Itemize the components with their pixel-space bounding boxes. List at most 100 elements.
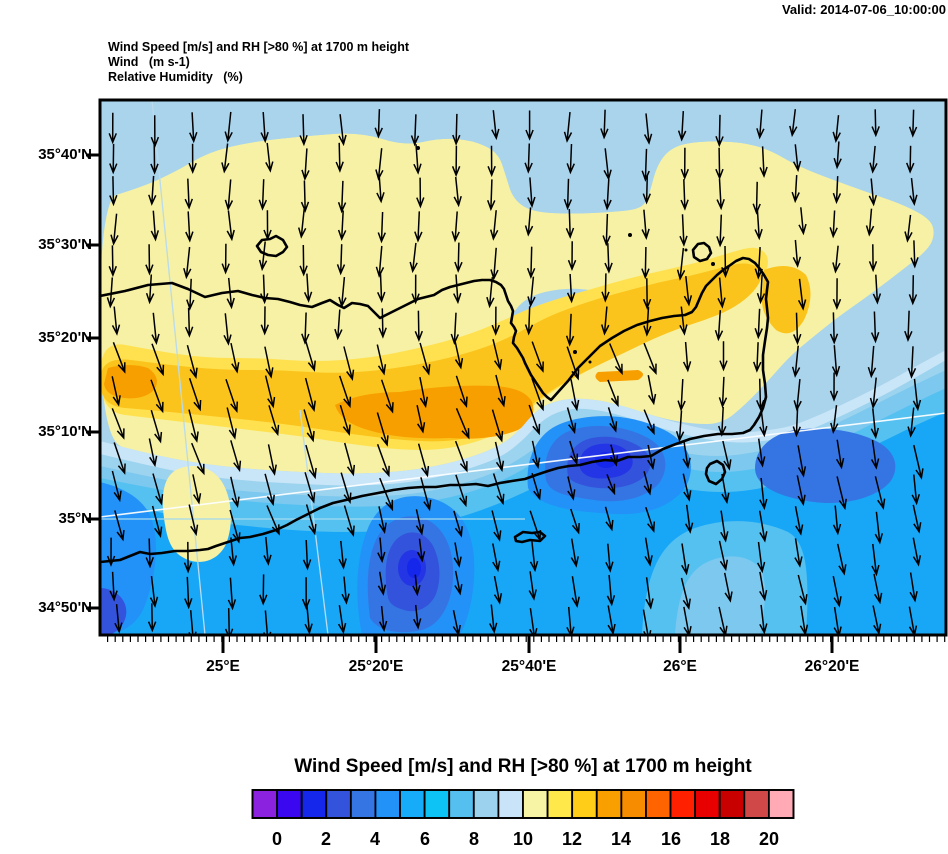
wind-arrow: [376, 443, 390, 478]
colorbar-label-10: 10: [512, 829, 534, 849]
wind-arrow: [752, 181, 761, 215]
wind-arrow: [868, 244, 878, 273]
wind-arrow: [221, 243, 230, 275]
islet-dot: [711, 262, 715, 266]
wind-arrow: [870, 311, 880, 344]
wind-arrow: [720, 510, 729, 543]
wind-arrow: [114, 604, 123, 634]
colorbar-label-12: 12: [561, 829, 583, 849]
wind-arrow: [677, 379, 686, 412]
y-tick-label-35-20N: 35°20'N: [38, 329, 92, 346]
wind-arrow: [529, 608, 538, 635]
wind-arrow: [111, 376, 121, 407]
wind-arrow: [717, 406, 727, 437]
wind-arrow: [226, 277, 235, 310]
wind-arrow: [106, 277, 116, 309]
wind-arrow: [909, 178, 918, 207]
wind-arrow: [644, 537, 653, 567]
wind-arrow: [647, 375, 657, 406]
wind-arrow: [867, 345, 877, 379]
wind-arrow: [260, 306, 269, 336]
wind-arrow: [455, 375, 468, 409]
wind-arrow: [719, 341, 728, 372]
wind-arrow: [604, 243, 613, 274]
wind-arrow: [606, 574, 616, 607]
wind-arrow: [489, 604, 498, 634]
wind-arrow: [303, 273, 313, 303]
wind-arrow: [188, 504, 199, 537]
map-title-line3: Relative Humidity (%): [108, 70, 243, 84]
wind-arrow: [716, 178, 725, 211]
wind-arrow: [605, 543, 614, 573]
wind-arrow: [491, 110, 500, 141]
wind-arrow: [340, 472, 352, 505]
wind-arrow: [152, 473, 164, 506]
map-title-line2: Wind (m s-1): [108, 55, 190, 69]
wind-arrow: [831, 345, 841, 378]
wind-arrow: [870, 408, 880, 440]
wind-arrow: [494, 441, 505, 473]
wind-arrow: [529, 510, 542, 542]
wind-arrow: [223, 313, 232, 346]
wind-arrow: [832, 176, 842, 205]
wind-arrow: [909, 572, 918, 603]
wind-arrow: [183, 246, 192, 280]
wind-arrow: [228, 537, 238, 567]
wind-arrow: [714, 310, 724, 342]
wind-arrow: [870, 439, 880, 470]
wind-arrow: [603, 148, 612, 181]
wind-arrow: [872, 605, 882, 635]
wind-arrow: [868, 178, 878, 207]
colorbar-cell: [743, 789, 770, 819]
wind-arrow: [150, 210, 160, 242]
wind-arrow: [679, 306, 688, 336]
wind-arrow: [338, 540, 347, 570]
wind-arrow: [188, 377, 202, 412]
wind-arrow: [829, 372, 839, 402]
x-tick-label-25-20E: 25°20'E: [348, 658, 404, 675]
map-area: [86, 98, 948, 653]
wind-arrow: [106, 537, 116, 567]
x-tick-label-25E: 25°E: [206, 658, 240, 675]
colorbar-label-0: 0: [271, 829, 282, 849]
valid-time-label: Valid: 2014-07-06_10:00:00: [781, 2, 946, 17]
wind-arrow: [453, 510, 463, 538]
wind-arrow: [908, 275, 918, 306]
wind-arrow: [610, 444, 619, 467]
wind-arrow: [907, 407, 916, 438]
wind-arrow: [791, 175, 800, 204]
wind-arrow: [602, 213, 611, 247]
wind-arrow: [717, 277, 726, 309]
wind-arrow: [414, 310, 424, 343]
wind-arrow: [111, 306, 121, 336]
wind-arrow: [833, 141, 842, 170]
wind-arrow: [600, 109, 609, 140]
wind-arrow: [414, 211, 423, 243]
wind-arrow: [759, 604, 768, 635]
wind-arrow: [754, 247, 763, 280]
wind-arrow: [684, 504, 694, 534]
wind-arrow: [531, 472, 542, 501]
wind-arrow: [486, 277, 495, 309]
wind-arrow: [191, 442, 205, 476]
wind-arrow: [304, 377, 316, 413]
wind-arrow: [416, 177, 425, 209]
wind-arrow: [259, 574, 268, 606]
colorbar-cell: [276, 789, 303, 819]
colorbar-label-20: 20: [758, 829, 780, 849]
wind-arrow: [912, 537, 922, 567]
wind-arrow: [379, 477, 394, 512]
wind-arrow: [413, 604, 422, 630]
wind-arrow: [420, 477, 432, 512]
wind-arrow: [335, 142, 344, 173]
wind-arrow: [263, 536, 272, 566]
y-tick-label-35-40N: 35°40'N: [38, 146, 92, 163]
wind-arrow: [832, 115, 841, 143]
wind-arrow: [911, 474, 921, 506]
wind-arrow: [721, 245, 730, 279]
wind-arrow: [797, 574, 808, 606]
wind-arrow: [338, 277, 347, 309]
colorbar-cell: [620, 789, 647, 819]
wind-arrow: [376, 174, 385, 204]
